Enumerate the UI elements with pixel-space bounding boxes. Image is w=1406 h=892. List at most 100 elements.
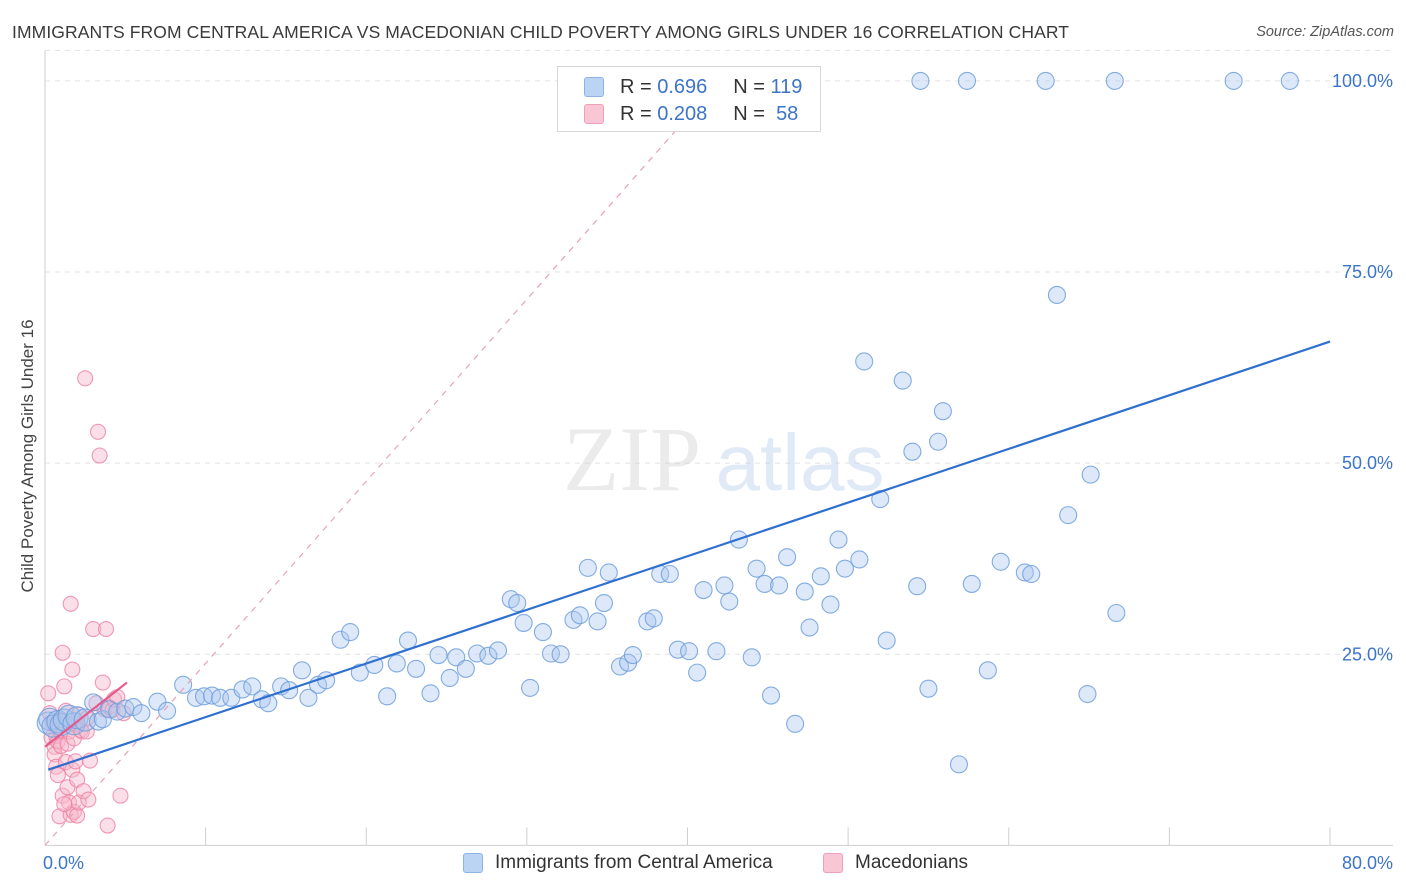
legend-swatch-pink [584,104,604,124]
legend-r-label: R = [620,102,652,125]
data-point-macedonians [69,807,86,824]
data-point-central-america [578,558,597,577]
data-point-central-america [331,630,350,649]
data-point-central-america [903,442,922,461]
data-point-central-america [479,646,498,665]
data-point-central-america [720,592,739,611]
data-point-central-america [742,648,761,667]
data-point-central-america [1280,71,1299,90]
data-point-central-america [694,581,713,600]
legend-row-blue: R = 0.696 N = 119 [584,74,802,100]
data-point-central-america [1105,71,1124,90]
data-point-central-america [541,644,561,663]
data-point-central-america [929,432,948,451]
data-point-macedonians [112,787,129,804]
x-tick-label-max: 80.0% [1342,853,1393,873]
data-point-central-america [1107,603,1126,623]
data-point-central-america [644,609,663,628]
data-point-central-america [594,594,614,613]
data-point-central-america [299,688,318,707]
data-point-central-america [1036,71,1055,90]
bottom-legend-swatch-blue [463,853,483,873]
data-point-central-america [850,550,869,569]
x-tick-label-min: 0.0% [43,853,84,873]
tick-labels: 25.0% 50.0% 75.0% 100.0% 0.0% 80.0% [43,71,1393,873]
data-point-central-america [811,567,830,586]
data-point-central-america [1081,465,1100,484]
legend-r-label: R = [620,75,652,98]
data-point-central-america [715,576,734,595]
data-point-macedonians [91,447,108,464]
data-point-macedonians [53,737,70,755]
macedonians-points [40,370,132,834]
data-point-macedonians [46,746,63,763]
y-tick-label: 100.0% [1332,71,1393,91]
data-point-central-america [949,755,969,774]
data-point-central-america [259,694,278,713]
data-point-central-america [174,675,193,694]
data-point-central-america [1015,563,1034,582]
data-point-central-america [821,595,840,614]
data-point-macedonians [75,783,92,800]
bottom-legend-label-blue: Immigrants from Central America [495,852,773,873]
data-point-macedonians [80,791,97,808]
trend-line-central-america [47,340,1331,771]
data-point-central-america [1224,71,1243,90]
data-point-macedonians [99,817,116,834]
data-point-central-america [835,559,854,578]
watermark: ZIP atlas [563,408,884,510]
reference-diagonal [44,80,721,846]
data-point-central-america [747,559,766,578]
chart-title: IMMIGRANTS FROM CENTRAL AMERICA VS MACED… [12,22,1070,42]
legend-swatch-blue [584,77,604,97]
legend-r-value-pink: 0.208 [657,102,708,125]
trend-lines [44,80,1331,846]
data-point-central-america [1022,564,1041,584]
data-point-central-america [668,640,687,659]
data-point-central-america [564,610,583,629]
data-point-macedonians [97,620,115,638]
data-point-macedonians [94,674,111,691]
legend-row-pink: R = 0.208 N = 58 [584,101,798,127]
data-point-central-america [800,618,819,637]
data-point-central-america [893,371,912,390]
data-point-macedonians [49,767,66,784]
data-point-central-america [1078,684,1097,704]
data-point-central-america [148,692,167,711]
data-point-central-america [957,71,977,90]
legend-n-label: N = [733,102,765,125]
trend-line-macedonians [44,681,128,748]
data-point-central-america [908,577,927,596]
data-point-central-america [770,576,789,595]
data-point-central-america [551,645,570,664]
data-point-central-america [761,686,781,705]
legend-n-value-pink: 58 [776,102,799,125]
bottom-legend-swatch-pink [823,853,843,873]
data-point-central-america [962,574,981,593]
data-point-central-america [508,594,527,613]
legend-r-value-blue: 0.696 [657,75,708,98]
watermark-atlas: atlas [716,418,885,507]
data-point-central-america [292,661,312,680]
bottom-legend-blue: Immigrants from Central America [463,852,773,874]
data-point-central-america [533,623,552,642]
data-point-central-america [778,548,797,567]
data-point-central-america [688,663,707,682]
data-point-macedonians [54,644,71,661]
data-point-central-america [911,71,930,90]
data-point-central-america [829,530,848,549]
data-point-central-america [468,644,487,663]
data-point-macedonians [64,661,81,678]
data-point-macedonians [56,796,73,813]
data-point-central-america [877,631,896,650]
data-point-central-america [387,654,406,673]
data-point-central-america [991,552,1010,571]
data-point-central-america [350,663,369,682]
data-point-central-america [660,564,679,584]
data-point-central-america [755,574,774,593]
data-point-central-america [132,704,151,723]
data-point-central-america [599,563,618,582]
data-point-central-america [93,710,112,729]
data-point-central-america [795,582,814,601]
y-tick-label: 75.0% [1342,262,1393,282]
